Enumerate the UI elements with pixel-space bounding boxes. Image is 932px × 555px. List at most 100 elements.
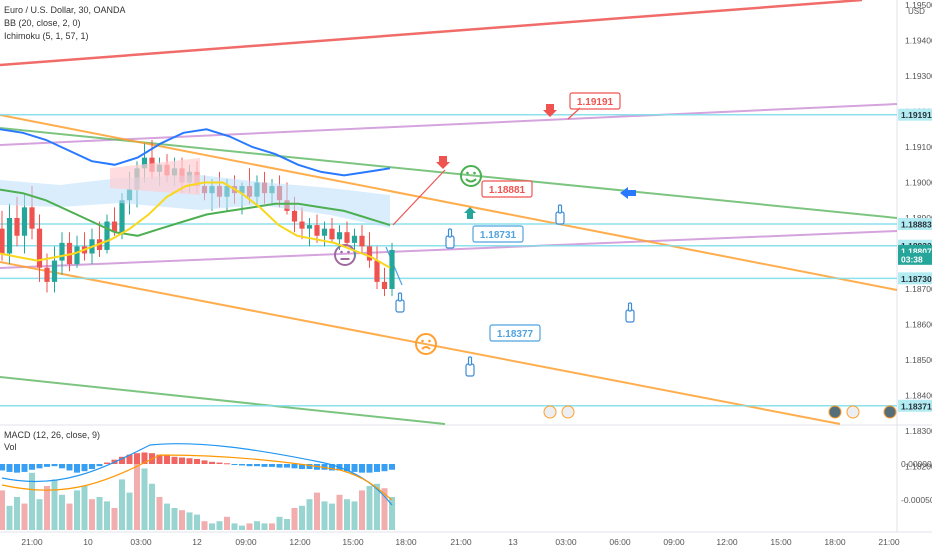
ichimoku-cloud-bear [110,158,200,195]
candle-body [374,260,380,282]
callout-1-19191: 1.19191 [569,92,621,110]
volume-bar [89,499,95,530]
volume-bar [141,468,148,530]
candle-body [321,228,328,236]
volume-bar [149,483,155,530]
candle-body [36,228,43,268]
time-tick: 09:00 [235,537,257,547]
axes: 1.195001.194001.193001.192001.191001.190… [21,0,932,547]
candle-body [359,235,365,247]
macd-histogram-bar [0,464,5,471]
volume-bar [164,503,170,530]
macd-histogram-bar [321,464,328,470]
volume-bar [314,492,320,530]
macd-histogram-bar [194,458,200,464]
time-tick: 21:00 [878,537,900,547]
macd-tick: -0.00050 [901,495,932,505]
projection-up-line [392,169,446,226]
price-badge [898,399,932,412]
volume-bar [66,503,73,530]
time-tick: 03:00 [130,537,152,547]
macd-histogram-bar [306,464,313,470]
macd-histogram-bar [104,462,110,464]
sad-face-icon-mouth [421,346,431,350]
volume-bar [96,497,103,530]
macd-histogram-bar [284,464,290,468]
macd-histogram-bar [119,456,125,464]
price-badge [898,218,932,231]
macd-histogram-bar [276,464,283,468]
callout-1-19191-box [569,92,621,110]
macd-histogram-bar [66,464,73,471]
candle-body [389,249,395,289]
smiling-face-icon-mouth [465,178,477,183]
volume-bar [276,516,283,530]
volume-bar [351,501,358,530]
legend-symbol[interactable]: Euro / U.S. Dollar, 30, OANDA [4,5,126,15]
volume-bar [44,486,50,530]
volume-bar [81,486,88,530]
candle-body [329,228,335,240]
time-tick: 18:00 [824,537,846,547]
volume-bar [201,521,208,530]
indicator-overlays [0,128,391,269]
price-tick: 1.19100 [905,142,932,152]
volume-bar [111,508,118,530]
macd-histogram-bar [81,464,88,472]
economic-event-icon [543,405,557,419]
economic-event-icon [561,405,575,419]
price-tick: 1.19500 [905,0,932,10]
time-tick: 12:00 [716,537,738,547]
smiling-face-icon-eye [466,171,469,175]
price-tick: 1.18200 [905,462,932,472]
volume-bar [336,494,343,530]
pointing-hand-icon-finger [397,292,403,302]
smiling-face-icon-eye [473,171,476,175]
macd-histogram-bar [74,464,80,473]
macd-histogram-bar [164,455,170,464]
legend-macd[interactable]: MACD (12, 26, close, 9) [4,430,101,440]
macd-pane [0,443,395,530]
macd-histogram-bar [134,453,140,464]
macd-histogram-bar [351,464,358,472]
volume-bar [14,497,20,530]
volume-bar [126,492,133,530]
candle-body [306,225,313,229]
legend-ichimoku[interactable]: Ichimoku (5, 1, 57, 1) [4,31,89,41]
sad-face-icon [415,333,437,355]
price-tick: 1.18700 [905,284,932,294]
legend-volume[interactable]: Vol [4,442,17,452]
pointing-hand-icon [555,204,565,225]
price-tick: 1.19400 [905,36,932,46]
candle-body [59,242,65,261]
volume-bar [381,488,388,530]
callout-1-18731-label: 1.18731 [480,230,517,241]
volume-bar [239,525,245,530]
volume-bar [74,490,80,530]
time-tick: 15:00 [342,537,364,547]
volume-bar [119,479,125,530]
time-tick: 12:00 [289,537,311,547]
candle-body [74,246,80,265]
bollinger-upper-line [0,128,391,177]
pointing-hand-icon-finger [557,204,563,214]
pointing-hand-icon [395,292,405,313]
macd-histogram-bar [186,458,193,464]
volume-bar [59,494,65,530]
pointing-hand-icon-palm [555,211,565,225]
volume-bar [36,499,43,530]
time-tick: 18:00 [395,537,417,547]
time-tick: 15:00 [770,537,792,547]
price-badge-label: 1.18807 [901,247,932,257]
macd-histogram-bar [389,464,395,470]
price-badge-label: 1.19191 [901,110,932,120]
legend-bollinger[interactable]: BB (20, close, 2, 0) [4,18,81,28]
pointing-hand-icon-palm [465,363,475,377]
macd-histogram-bar [96,464,103,467]
drawing-tools[interactable]: 1.19191 1.18881 1.18731 1.18377 [0,0,898,425]
macd-histogram-bar [224,463,230,465]
pointing-hand-icon-finger [447,228,453,238]
price-badge [898,272,932,285]
